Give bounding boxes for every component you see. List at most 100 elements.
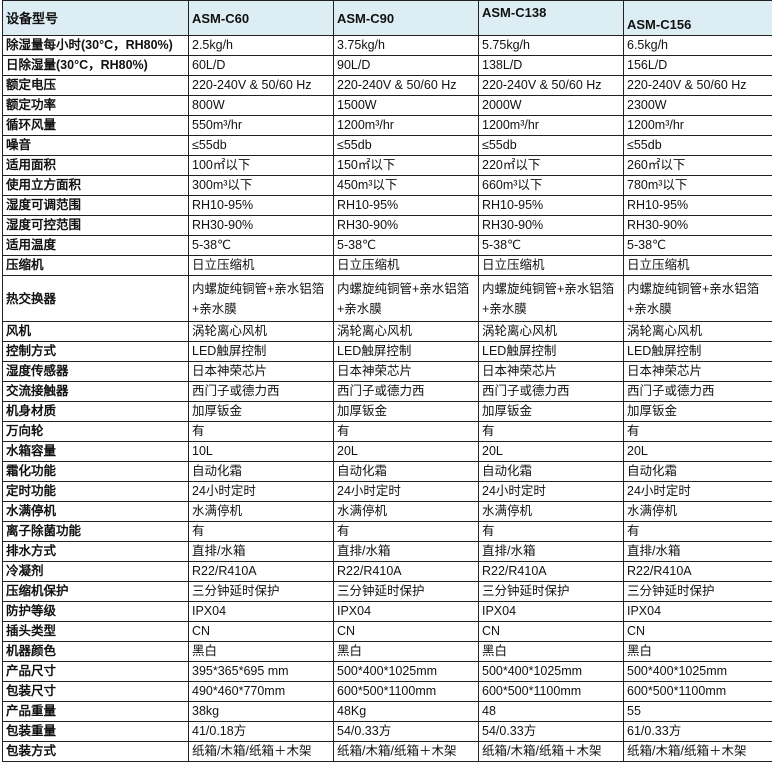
spec-value: 500*400*1025mm	[333, 661, 479, 682]
spec-value: 日本神荣芯片	[478, 361, 624, 382]
table-row: 适用温度 5-38℃ 5-38℃ 5-38℃ 5-38℃	[2, 235, 772, 256]
spec-value: 41/0.18方	[188, 721, 334, 742]
spec-value: 20L	[478, 441, 624, 462]
spec-value: 有	[478, 421, 624, 442]
spec-value: 490*460*770mm	[188, 681, 334, 702]
row-label: 冷凝剂	[2, 561, 189, 582]
spec-value: 自动化霜	[478, 461, 624, 482]
table-row: 水箱容量 10L 20L 20L 20L	[2, 441, 772, 462]
spec-value: 自动化霜	[333, 461, 479, 482]
spec-value: R22/R410A	[623, 561, 772, 582]
row-label: 机身材质	[2, 401, 189, 422]
table-row: 包装重量 41/0.18方 54/0.33方 54/0.33方 61/0.33方	[2, 721, 772, 742]
row-label: 日除湿量(30°C，RH80%)	[2, 55, 189, 76]
row-label: 压缩机	[2, 255, 189, 276]
row-label: 湿度可控范围	[2, 215, 189, 236]
spec-value: 直排/水箱	[478, 541, 624, 562]
row-label: 交流接触器	[2, 381, 189, 402]
spec-value: 24小时定时	[188, 481, 334, 502]
row-label: 包装尺寸	[2, 681, 189, 702]
table-row: 循环风量 550m³/hr 1200m³/hr 1200m³/hr 1200m³/hr	[2, 115, 772, 136]
spec-value: 800W	[188, 95, 334, 116]
header-row: 设备型号 ASM-C60 ASM-C90 ASM-C138 ASM-C156	[2, 0, 772, 36]
spec-value: 日立压缩机	[333, 255, 479, 276]
spec-value: LED触屏控制	[623, 341, 772, 362]
spec-value: CN	[623, 621, 772, 642]
spec-value: 54/0.33方	[333, 721, 479, 742]
header-cell-model: ASM-C156	[623, 0, 772, 36]
spec-value: 1200m³/hr	[623, 115, 772, 136]
spec-value: 西门子或德力西	[478, 381, 624, 402]
table-row: 机器颜色 黑白 黑白 黑白 黑白	[2, 641, 772, 662]
spec-value: RH10-95%	[188, 195, 334, 216]
spec-value: 500*400*1025mm	[478, 661, 624, 682]
row-label: 循环风量	[2, 115, 189, 136]
spec-value: 三分钟延时保护	[623, 581, 772, 602]
spec-value: 55	[623, 701, 772, 722]
spec-value: 黑白	[478, 641, 624, 662]
spec-value: 三分钟延时保护	[333, 581, 479, 602]
spec-value: 220-240V & 50/60 Hz	[478, 75, 624, 96]
spec-value: 涡轮离心风机	[333, 321, 479, 342]
row-label: 万向轮	[2, 421, 189, 442]
row-label: 机器颜色	[2, 641, 189, 662]
spec-value: 450m³以下	[333, 175, 479, 196]
spec-value: 西门子或德力西	[188, 381, 334, 402]
spec-value: RH30-90%	[623, 215, 772, 236]
spec-value: 300m³以下	[188, 175, 334, 196]
header-cell-model: ASM-C60	[188, 0, 334, 36]
spec-value: 西门子或德力西	[333, 381, 479, 402]
row-label: 适用温度	[2, 235, 189, 256]
spec-value: 纸箱/木箱/纸箱＋木架	[478, 741, 624, 762]
spec-value: RH10-95%	[478, 195, 624, 216]
spec-value: 2000W	[478, 95, 624, 116]
spec-value: 有	[333, 421, 479, 442]
spec-value: 500*400*1025mm	[623, 661, 772, 682]
spec-value: CN	[478, 621, 624, 642]
spec-value: CN	[188, 621, 334, 642]
spec-value: 纸箱/木箱/纸箱＋木架	[188, 741, 334, 762]
row-label: 插头类型	[2, 621, 189, 642]
spec-value: 水满停机	[188, 501, 334, 522]
spec-value: ≤55db	[188, 135, 334, 156]
spec-value: RH30-90%	[478, 215, 624, 236]
row-label: 定时功能	[2, 481, 189, 502]
spec-value: RH30-90%	[188, 215, 334, 236]
spec-value: 有	[478, 521, 624, 542]
row-label: 额定电压	[2, 75, 189, 96]
row-label: 霜化功能	[2, 461, 189, 482]
spec-value: RH30-90%	[333, 215, 479, 236]
spec-value: 涡轮离心风机	[623, 321, 772, 342]
table-row: 定时功能 24小时定时 24小时定时 24小时定时 24小时定时	[2, 481, 772, 502]
spec-value: 三分钟延时保护	[188, 581, 334, 602]
spec-value: 6.5kg/h	[623, 35, 772, 56]
table-row: 使用立方面积 300m³以下 450m³以下 660m³以下 780m³以下	[2, 175, 772, 196]
spec-value: 日立压缩机	[478, 255, 624, 276]
spec-value: ≤55db	[333, 135, 479, 156]
spec-value: 2300W	[623, 95, 772, 116]
row-label: 包装方式	[2, 741, 189, 762]
spec-value: 24小时定时	[478, 481, 624, 502]
spec-value: 黑白	[623, 641, 772, 662]
table-row: 插头类型 CN CN CN CN	[2, 621, 772, 642]
spec-value: 2.5kg/h	[188, 35, 334, 56]
spec-value: 90L/D	[333, 55, 479, 76]
spec-value: 有	[623, 521, 772, 542]
spec-value: 220-240V & 50/60 Hz	[188, 75, 334, 96]
spec-value: 600*500*1100mm	[623, 681, 772, 702]
spec-value: 5-38℃	[188, 235, 334, 256]
row-label: 控制方式	[2, 341, 189, 362]
spec-value: 220-240V & 50/60 Hz	[333, 75, 479, 96]
spec-value: 加厚钣金	[188, 401, 334, 422]
spec-value: 156L/D	[623, 55, 772, 76]
spec-value: 48	[478, 701, 624, 722]
spec-value: 100㎡以下	[188, 155, 334, 176]
spec-value: R22/R410A	[188, 561, 334, 582]
spec-value: 660m³以下	[478, 175, 624, 196]
spec-value: 加厚钣金	[333, 401, 479, 422]
spec-value: 直排/水箱	[623, 541, 772, 562]
spec-value: 24小时定时	[623, 481, 772, 502]
row-label: 产品尺寸	[2, 661, 189, 682]
spec-value: 24小时定时	[333, 481, 479, 502]
header-cell-label: 设备型号	[2, 0, 189, 36]
